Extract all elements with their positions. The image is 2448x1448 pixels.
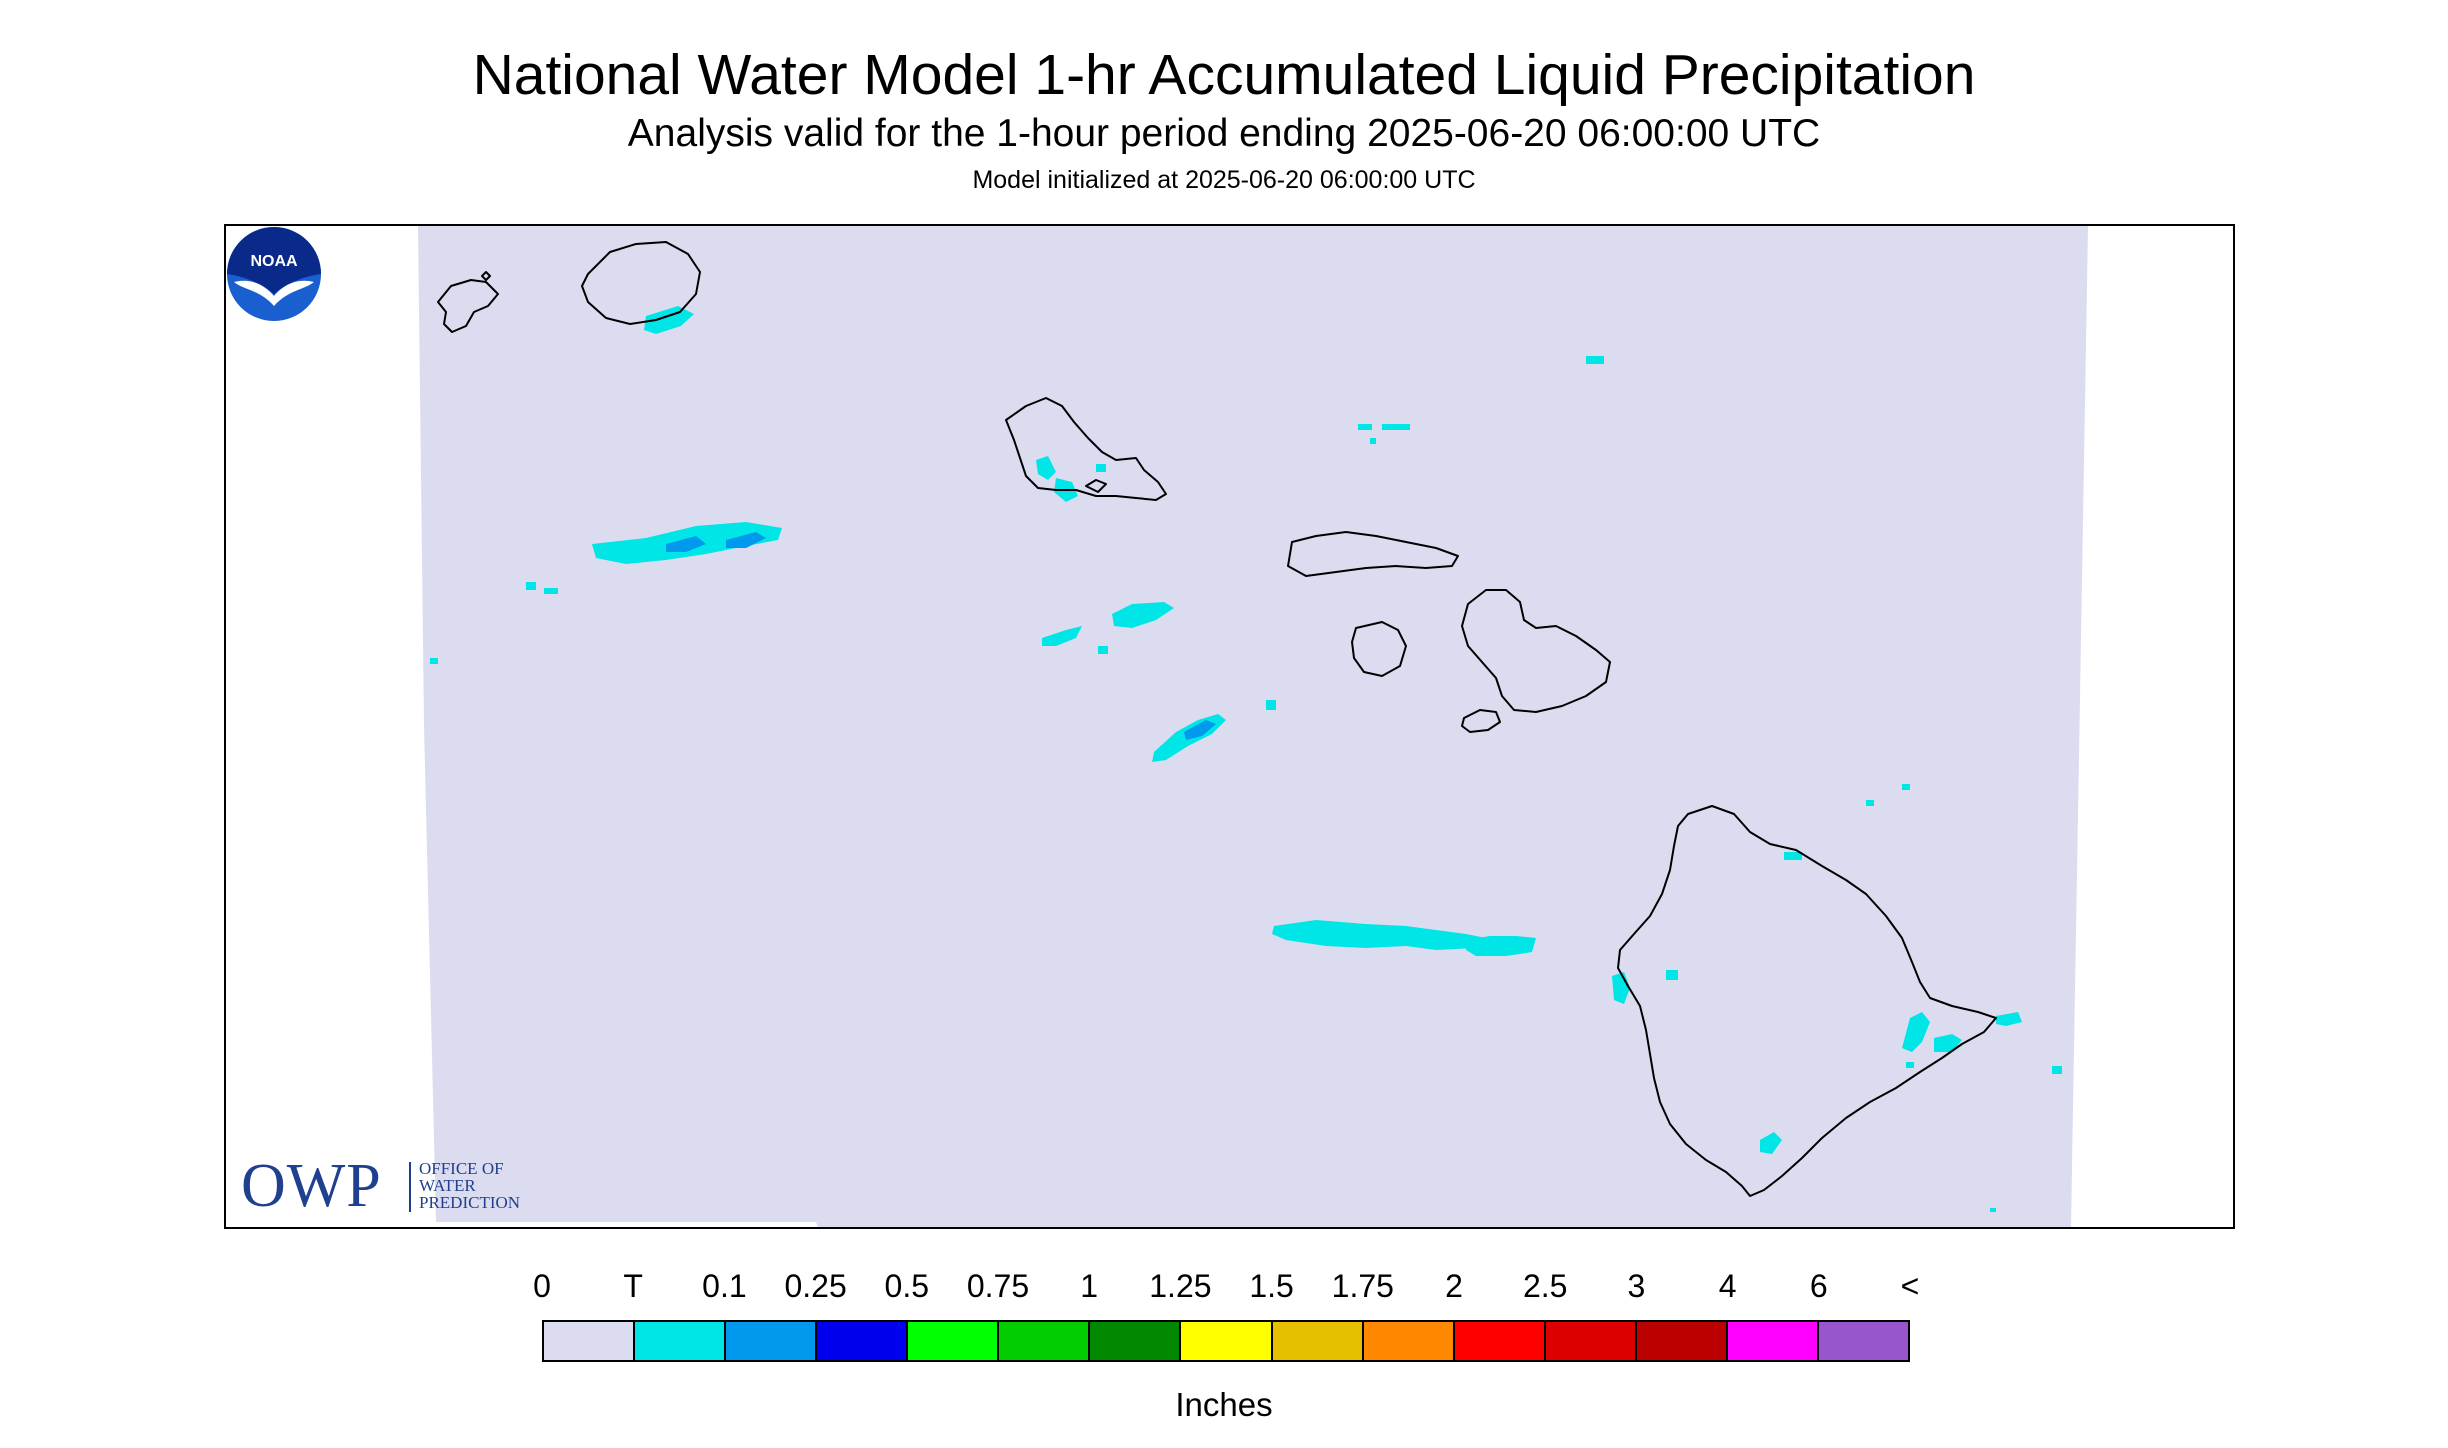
owp-logo-line2: WATER: [419, 1176, 476, 1195]
legend-label: 0: [533, 1268, 551, 1304]
precipitation-map: OWP OFFICE OF WATER PREDICTION NOAA: [224, 224, 2235, 1229]
legend-swatch: [1818, 1322, 1908, 1360]
owp-logo: OWP OFFICE OF WATER PREDICTION: [241, 1152, 561, 1220]
legend-label: 1.5: [1249, 1268, 1294, 1304]
legend-label: 1: [1080, 1268, 1099, 1304]
model-domain: [418, 226, 2088, 1227]
legend-swatch: [544, 1322, 636, 1360]
legend-swatch: [1727, 1322, 1819, 1360]
legend-colorbar: [542, 1320, 1910, 1362]
legend-swatch: [999, 1322, 1091, 1360]
legend-swatch: [726, 1322, 818, 1360]
legend-swatch: [1181, 1322, 1273, 1360]
legend-label: 1.25: [1149, 1268, 1212, 1304]
legend-label: 0.25: [784, 1268, 847, 1304]
owp-logo-line1: OFFICE OF: [419, 1159, 504, 1178]
owp-logo-line3: PREDICTION: [419, 1193, 521, 1212]
noaa-logo: NOAA: [227, 227, 321, 321]
map-title: National Water Model 1-hr Accumulated Li…: [472, 43, 1976, 107]
legend-units: Inches: [1175, 1386, 1273, 1423]
legend-label: 4: [1718, 1268, 1737, 1304]
legend-label: 2: [1445, 1268, 1463, 1304]
legend-label: 2.5: [1522, 1268, 1568, 1304]
map-subtitle: Analysis valid for the 1-hour period end…: [627, 112, 1821, 155]
legend-label: 0.5: [884, 1268, 930, 1304]
legend-swatch: [1363, 1322, 1455, 1360]
precipitation-cores: [666, 532, 1216, 740]
legend-label: 0.75: [966, 1268, 1030, 1304]
legend-label: <: [1900, 1268, 1920, 1304]
legend-swatch: [1090, 1322, 1182, 1360]
legend-label: 6: [1809, 1268, 1828, 1304]
map-canvas: [418, 226, 2088, 1227]
coastlines: [437, 241, 1997, 1197]
legend-swatch: [635, 1322, 727, 1360]
model-init-line: Model initialized at 2025-06-20 06:00:00…: [972, 166, 1476, 194]
legend-swatch: [908, 1322, 1000, 1360]
legend-labels: 0 T 0.1 0.25 0.5 0.75 1 1.25 1.5 1.75 2 2.5 3 4 6 <: [0, 1268, 2448, 1308]
legend-label: 0.1: [702, 1268, 747, 1304]
noaa-logo-text: NOAA: [250, 253, 298, 270]
legend-swatch: [1545, 1322, 1637, 1360]
legend-swatch: [1454, 1322, 1546, 1360]
legend-swatch: [1272, 1322, 1364, 1360]
legend-label: 3: [1627, 1268, 1646, 1304]
owp-logo-letters: OWP: [241, 1152, 382, 1220]
legend-swatch: [1636, 1322, 1728, 1360]
legend-swatch: [817, 1322, 909, 1360]
owp-logo-divider: [409, 1162, 411, 1212]
legend-label: T: [623, 1268, 643, 1304]
legend-label: 1.75: [1331, 1268, 1394, 1304]
owp-logo-text: OFFICE OF WATER PREDICTION: [419, 1160, 520, 1211]
